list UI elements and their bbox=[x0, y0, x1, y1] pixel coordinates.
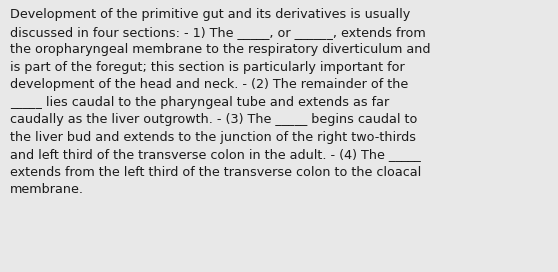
Text: Development of the primitive gut and its derivatives is usually
discussed in fou: Development of the primitive gut and its… bbox=[10, 8, 431, 196]
